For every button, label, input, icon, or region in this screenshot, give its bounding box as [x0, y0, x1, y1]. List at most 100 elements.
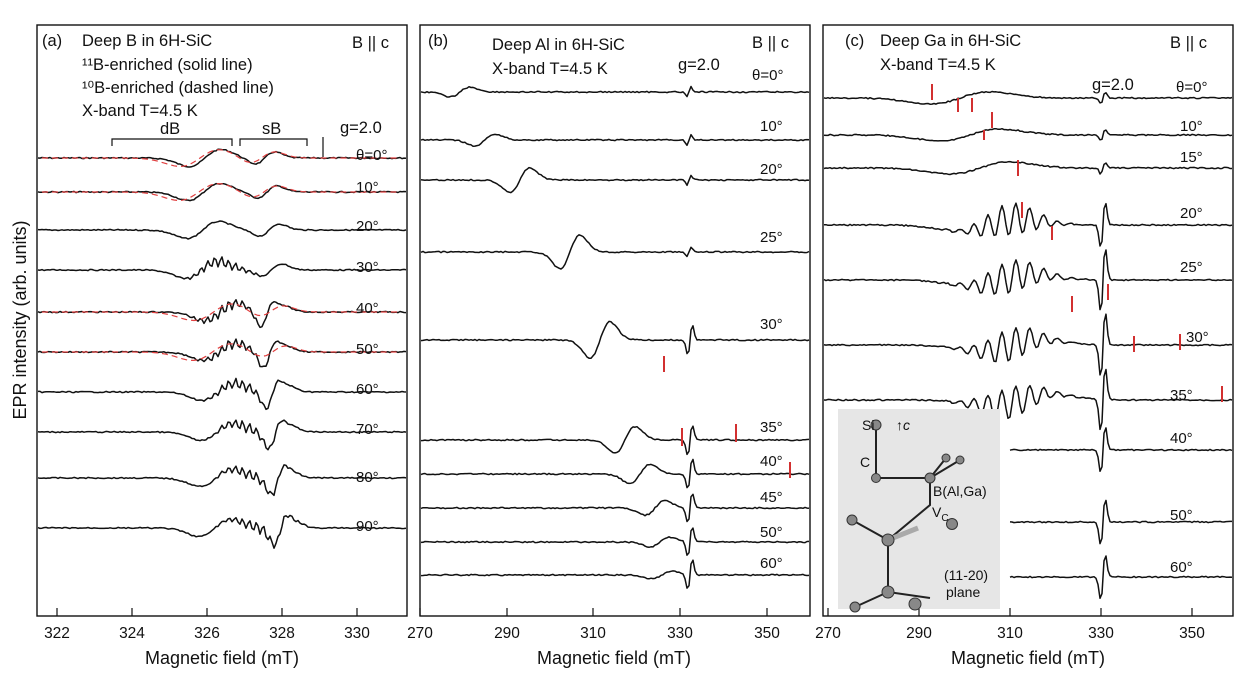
epr-trace	[420, 320, 810, 360]
epr-trace	[1009, 555, 1233, 600]
panel-a-traces	[37, 148, 407, 549]
y-axis-label: EPR intensity (arb. units)	[10, 220, 30, 419]
xtick-label: 326	[194, 625, 220, 642]
red-markers	[663, 84, 1223, 478]
inset-si-label: Si	[862, 417, 874, 433]
bracket-db	[111, 138, 233, 146]
angle-label: 50°	[1170, 507, 1193, 524]
epr-trace	[38, 377, 407, 411]
panel-b-angle-labels: θ=0° 10° 20° 25° 30° 35° 40° 45° 50° 60°	[752, 67, 783, 572]
angle-label: 30°	[356, 259, 379, 276]
xtick-label: 310	[580, 625, 606, 642]
panel-a-line-2: ¹⁰B-enriched (dashed line)	[82, 79, 274, 97]
xtick-label: 350	[754, 625, 780, 642]
panel-a-orientation: B || c	[352, 34, 389, 52]
panel-c-g-label: g=2.0	[1092, 76, 1134, 94]
panel-c-line-1: X-band T=4.5 K	[880, 56, 996, 74]
xtick-label: 330	[1088, 625, 1114, 642]
panel-c-tag: (c)	[845, 32, 864, 50]
inset-c-axis-label: ↑c	[896, 417, 910, 433]
angle-label: 50°	[760, 524, 783, 541]
epr-trace-dashed	[42, 343, 398, 361]
angle-label: 60°	[760, 555, 783, 572]
angle-label: 45°	[760, 489, 783, 506]
angle-label: 20°	[1180, 205, 1203, 222]
angle-label: 25°	[760, 229, 783, 246]
inset-structure: Si ↑c C B(Al,Ga) VC (11-20) plane	[838, 409, 1000, 613]
epr-trace	[823, 90, 1233, 105]
xtick-label: 270	[407, 625, 433, 642]
inset-plane-label-2: plane	[946, 584, 980, 600]
panel-b-frame	[419, 24, 811, 617]
angle-label: 10°	[1180, 118, 1203, 135]
angle-label: 30°	[760, 316, 783, 333]
epr-trace	[420, 85, 810, 98]
epr-trace	[420, 425, 810, 456]
epr-trace	[37, 464, 407, 497]
angle-label: θ=0°	[1176, 79, 1207, 96]
epr-trace	[420, 133, 810, 148]
panel-a-line-1: ¹¹B-enriched (solid line)	[82, 56, 253, 74]
epr-trace	[823, 160, 1232, 176]
epr-trace	[420, 166, 810, 194]
panel-a-g-label: g=2.0	[340, 119, 382, 137]
xtick-label: 310	[997, 625, 1023, 642]
panel-b-xtick-labels: 270 290 310 330 350	[407, 625, 780, 642]
epr-trace	[823, 249, 1233, 311]
inset-c-label: C	[860, 454, 870, 470]
panel-a-angle-labels: θ=0° 10° 20° 30° 40° 50° 60° 70° 80° 90°	[356, 147, 387, 535]
panel-a-line-3: X-band T=4.5 K	[82, 102, 198, 120]
xtick-label: 290	[494, 625, 520, 642]
inset-background	[838, 409, 1000, 609]
angle-label: 10°	[760, 118, 783, 135]
epr-trace	[420, 493, 810, 523]
angle-label: 35°	[1170, 387, 1193, 404]
panel-a-title: Deep B in 6H-SiC	[82, 32, 212, 50]
panel-b-tag: (b)	[428, 32, 448, 50]
epr-trace	[420, 234, 810, 270]
epr-trace	[37, 256, 407, 281]
angle-label: θ=0°	[356, 147, 387, 164]
angle-label: 15°	[1180, 149, 1203, 166]
angle-label: θ=0°	[752, 67, 783, 84]
xtick-label: 270	[815, 625, 841, 642]
panel-c-title: Deep Ga in 6H-SiC	[880, 32, 1021, 50]
panel-c-xlabel: Magnetic field (mT)	[951, 648, 1105, 668]
angle-label: 20°	[760, 161, 783, 178]
epr-trace	[823, 202, 1233, 247]
panel-a-xtick-labels: 322 324 326 328 330	[44, 625, 370, 642]
angle-label: 40°	[1170, 430, 1193, 447]
epr-trace	[420, 458, 810, 489]
epr-trace	[420, 559, 810, 589]
panel-b-title: Deep Al in 6H-SiC	[492, 36, 625, 54]
bracket-sb-label: sB	[262, 120, 281, 138]
panel-c-xtick-labels: 270 290 310 330 350	[815, 625, 1205, 642]
panel-a-tag: (a)	[42, 32, 62, 50]
xtick-label: 322	[44, 625, 70, 642]
epr-trace	[1009, 427, 1233, 473]
angle-label: 25°	[1180, 259, 1203, 276]
epr-trace-dashed	[42, 182, 398, 202]
inset-b-label: B(Al,Ga)	[933, 483, 987, 499]
epr-trace	[420, 527, 810, 556]
epr-trace	[37, 299, 407, 329]
xtick-label: 350	[1179, 625, 1205, 642]
angle-label: 70°	[356, 421, 379, 438]
bracket-sb	[239, 138, 308, 146]
angle-label: 60°	[1170, 559, 1193, 576]
epr-trace	[37, 514, 407, 549]
epr-trace	[823, 368, 1233, 431]
epr-trace	[37, 220, 407, 240]
epr-trace-dashed	[42, 303, 398, 322]
angle-label: 35°	[760, 419, 783, 436]
inset-atoms	[846, 419, 965, 613]
panel-c-frame	[822, 24, 1234, 617]
angle-label: 20°	[356, 218, 379, 235]
panel-b-traces	[420, 85, 810, 589]
angle-label: 60°	[356, 381, 379, 398]
panel-c-angle-labels: θ=0° 10° 15° 20° 25° 30° 35° 40° 50° 60°	[1170, 79, 1209, 576]
xtick-label: 324	[119, 625, 145, 642]
inset-vc-label: VC	[932, 504, 949, 524]
angle-label: 40°	[356, 300, 379, 317]
